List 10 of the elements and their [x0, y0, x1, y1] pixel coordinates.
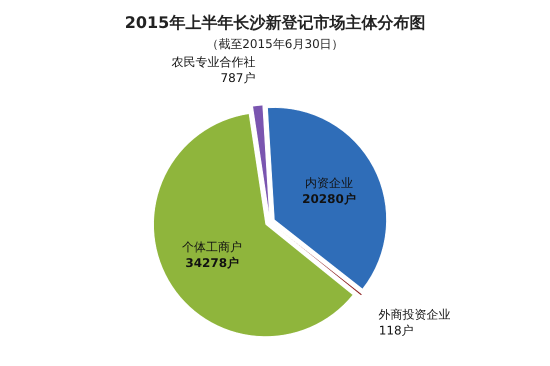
slice-label: 内资企业	[304, 176, 353, 190]
slice-label: 农民专业合作社	[171, 54, 256, 69]
chart-title: 2015年上半年长沙新登记市场主体分布图	[124, 13, 426, 32]
data-label: 787户	[220, 70, 256, 85]
chart-subtitle: （截至2015年6月30日）	[206, 37, 344, 51]
data-label: 20280户	[302, 192, 356, 206]
slice-label: 外商投资企业	[378, 308, 451, 322]
data-label: 34278户	[185, 256, 240, 270]
slice-label: 个体工商户	[182, 240, 242, 254]
data-label: 118户	[378, 324, 414, 338]
